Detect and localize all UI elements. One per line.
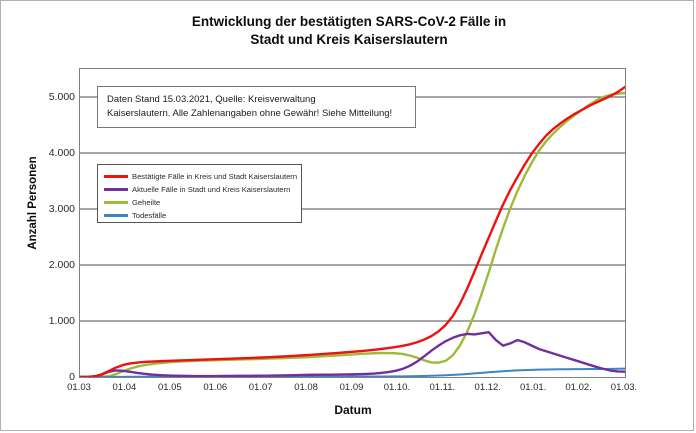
chart-legend: Bestätigte Fälle in Kreis und Stadt Kais… (97, 164, 302, 223)
x-axis-tick: 01.08 (294, 382, 318, 393)
x-axis-tick: 01.06 (203, 382, 228, 393)
x-axis-tick: 01.03. (610, 382, 638, 393)
legend-label: Bestätigte Fälle in Kreis und Stadt Kais… (132, 172, 298, 181)
page-title: Entwicklung der bestätigten SARS-CoV-2 F… (99, 13, 599, 49)
chart-title-line-2: Stadt und Kreis Kaiserslautern (250, 32, 448, 47)
note-line-1: Daten Stand 15.03.2021, Quelle: Kreisver… (107, 94, 316, 105)
series-line (80, 331, 625, 377)
x-axis-tick-labels: 01.03 01.04 01.05 01.06 01.07 01.08 01.09 01.10… (1, 382, 695, 396)
series-line (80, 91, 625, 377)
chart-title-line-1: Entwicklung der bestätigten SARS-CoV-2 F… (191, 14, 507, 29)
x-axis-tick: 01.07 (248, 382, 273, 393)
y-axis-tick: 3.000 (48, 203, 75, 215)
x-axis-tick: 01.09 (339, 382, 364, 393)
x-axis-tick: 01.03 (67, 382, 91, 393)
note-line-2: Kaiserslautern. Alle Zahlenangaben ohne … (107, 107, 393, 119)
legend-item: Bestätigte Fälle in Kreis und Stadt Kais… (104, 170, 301, 183)
legend-label: Geheilte (132, 198, 161, 207)
x-axis-tick: 01.11. (429, 382, 456, 393)
legend-color-swatch (104, 175, 128, 178)
y-axis-tick: 4.000 (48, 147, 75, 159)
x-axis-tick: 01.02. (565, 382, 592, 393)
y-axis-tick: 0 (69, 371, 75, 383)
legend-item: Todesfälle (104, 209, 301, 222)
legend-color-swatch (104, 214, 128, 217)
y-axis-tick: 1.000 (48, 315, 75, 327)
x-axis-tick: 01.05 (157, 382, 182, 393)
x-axis-tick: 01.10. (383, 382, 411, 393)
x-axis-tick: 01.12. (474, 382, 501, 393)
x-axis-tick: 01.01. (519, 382, 547, 393)
x-axis-label: Datum (334, 403, 372, 417)
legend-color-swatch (104, 201, 128, 204)
y-axis-tick: 5.000 (48, 91, 75, 103)
y-axis-tick: 2.000 (48, 259, 75, 271)
x-axis-tick: 01.04 (112, 382, 137, 393)
legend-label: Aktuelle Fälle in Stadt und Kreis Kaiser… (132, 185, 291, 194)
y-axis-tick-labels: 0 1.000 2.000 3.000 4.000 5.000 (25, 68, 103, 383)
legend-item: Aktuelle Fälle in Stadt und Kreis Kaiser… (104, 183, 301, 196)
series-line (80, 85, 625, 377)
legend-label: Todesfälle (132, 211, 167, 220)
data-source-note: Daten Stand 15.03.2021, Quelle: Kreisver… (97, 86, 416, 128)
legend-color-swatch (104, 188, 128, 191)
legend-item: Geheilte (104, 196, 301, 209)
